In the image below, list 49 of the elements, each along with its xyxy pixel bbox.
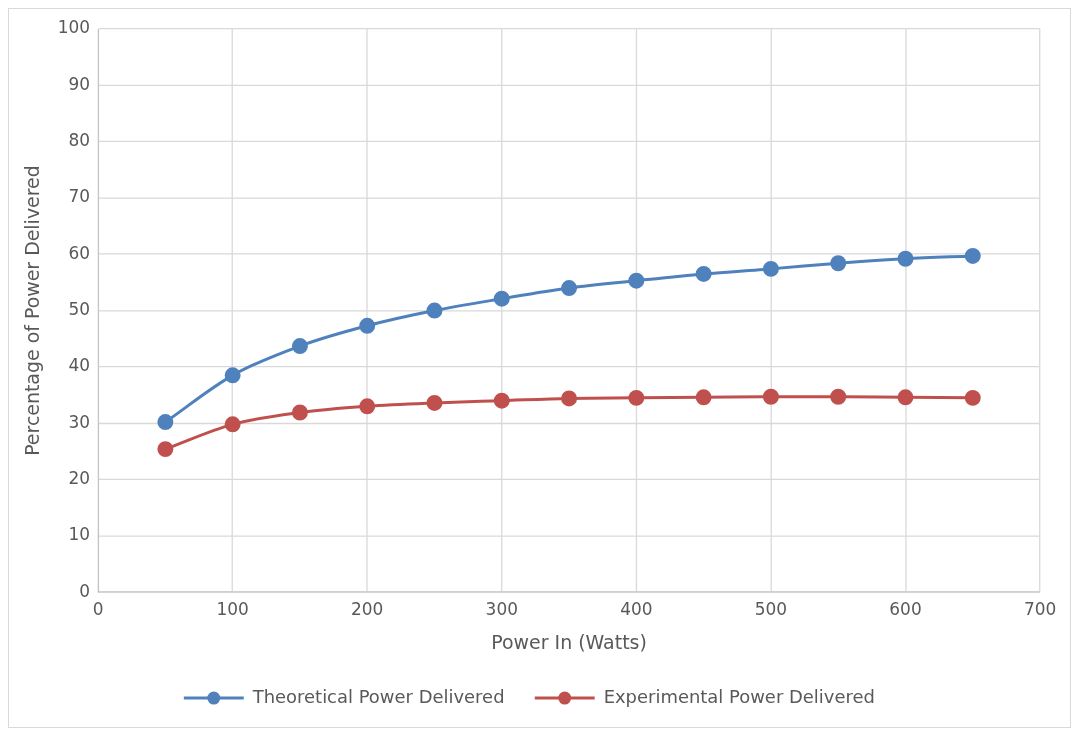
- y-tick-label: 80: [68, 130, 91, 150]
- point: [897, 250, 914, 267]
- point: [359, 398, 376, 415]
- point: [561, 390, 578, 407]
- point: [830, 255, 847, 272]
- y-axis-title: Percentage of Power Delivered: [21, 165, 44, 456]
- y-tick-label: 10: [68, 524, 91, 545]
- y-tick-label: 50: [68, 298, 91, 319]
- x-tick-label: 700: [1023, 598, 1057, 619]
- x-tick-label: 200: [351, 598, 384, 619]
- point: [157, 441, 174, 458]
- point: [359, 317, 376, 334]
- point: [628, 272, 645, 289]
- legend-label: Experimental Power Delivered: [603, 685, 875, 707]
- x-tick-label: 300: [485, 598, 518, 619]
- x-tick-label: 0: [92, 598, 104, 619]
- point: [493, 290, 510, 307]
- point: [157, 414, 174, 431]
- y-tick-label: 60: [68, 242, 91, 263]
- point: [762, 260, 779, 277]
- point: [695, 389, 712, 406]
- point: [426, 394, 443, 411]
- y-tick-label: 40: [68, 355, 91, 376]
- y-tick-label: 20: [68, 467, 91, 488]
- legend-label: Theoretical Power Delivered: [251, 685, 505, 707]
- x-tick-label: 500: [754, 598, 788, 619]
- point: [762, 388, 779, 405]
- x-tick-label: 400: [620, 598, 653, 619]
- point: [897, 389, 914, 406]
- y-tick-label: 30: [68, 411, 91, 432]
- x-tick-label: 600: [889, 598, 922, 619]
- x-tick-label: 100: [216, 598, 249, 619]
- y-tick-label: 100: [57, 17, 91, 38]
- y-tick-label: 0: [79, 580, 91, 601]
- point: [224, 416, 241, 433]
- point: [493, 392, 510, 409]
- y-tick-label: 90: [68, 73, 91, 94]
- point: [561, 280, 578, 297]
- y-tick-label: 70: [68, 186, 91, 207]
- point: [426, 302, 443, 319]
- point: [291, 404, 308, 421]
- point: [628, 389, 645, 406]
- point: [224, 367, 241, 384]
- point: [291, 338, 308, 355]
- point: [964, 389, 981, 406]
- point: [695, 265, 712, 282]
- point: [964, 247, 981, 264]
- x-axis-title: Power In (Watts): [491, 630, 647, 653]
- point: [830, 388, 847, 405]
